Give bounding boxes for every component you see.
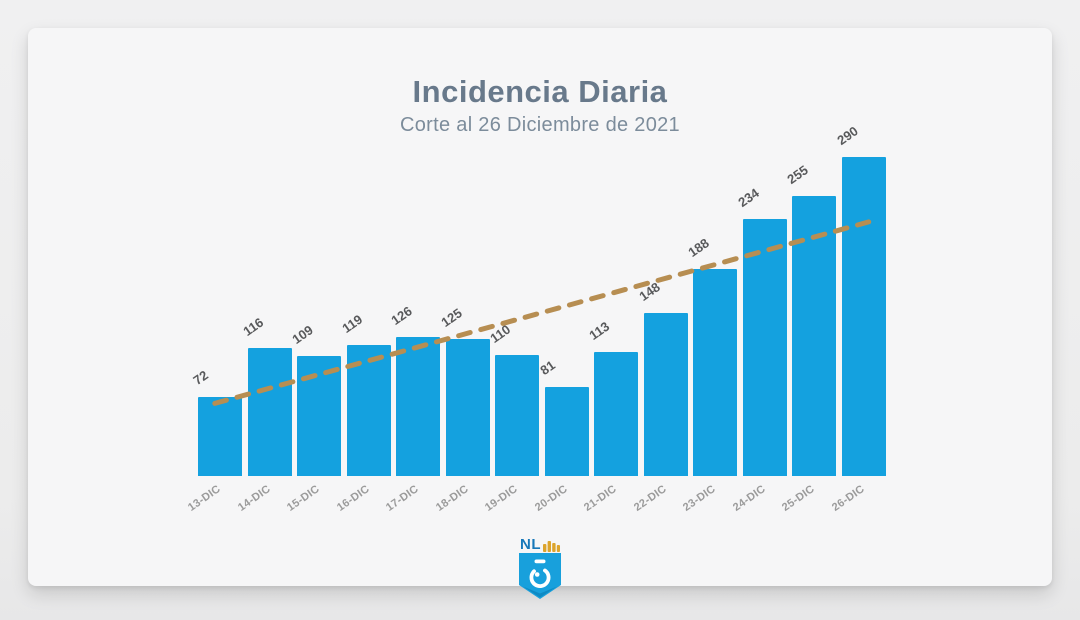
chart-subtitle: Corte al 26 Diciembre de 2021	[400, 114, 680, 136]
x-axis-label: 21-DIC	[582, 482, 619, 514]
plot-area: 72 116 109 119 126 125 110 81 113 148 188 234 255 290	[190, 123, 890, 476]
x-axis-label: 18-DIC	[433, 482, 471, 514]
nl-logo-header: NL	[520, 536, 560, 552]
x-axis-label: 26-DIC	[829, 482, 867, 514]
bar	[445, 338, 490, 476]
x-axis-label: 15-DIC	[285, 482, 322, 514]
bar	[841, 157, 886, 476]
x-axis-label: 25-DIC	[780, 482, 817, 514]
x-axis-label: 23-DIC	[681, 482, 718, 514]
x-axis-label: 22-DIC	[631, 482, 669, 514]
shield-icon	[519, 553, 561, 599]
x-axis-label: 14-DIC	[235, 482, 273, 514]
bar	[643, 313, 688, 476]
x-axis-label: 16-DIC	[334, 482, 372, 514]
nl-logo-text: NL	[520, 536, 541, 553]
bar	[495, 355, 539, 476]
bar-chart: 72 116 109 119 126 125 110 81 113 148 188 234 255 290…	[186, 123, 890, 546]
bar	[396, 337, 440, 476]
bar	[693, 269, 737, 476]
bar	[544, 386, 589, 476]
chart-title: Incidencia Diaria	[412, 74, 668, 109]
chart-card: Incidencia Diaria Corte al 26 Diciembre …	[28, 28, 1052, 599]
lion-icon	[529, 559, 551, 589]
x-axis-label: 19-DIC	[483, 482, 520, 514]
bar	[198, 396, 242, 476]
x-axis-label: 24-DIC	[730, 482, 768, 514]
crown-icon	[543, 541, 560, 552]
x-axis-label: 20-DIC	[532, 482, 570, 514]
bar	[247, 348, 292, 476]
x-axis-label: 13-DIC	[186, 482, 223, 514]
bar	[594, 351, 638, 476]
bar	[742, 218, 787, 476]
nl-logo: NL	[510, 536, 570, 600]
trend-line	[212, 219, 872, 406]
x-axis-label: 17-DIC	[384, 482, 421, 514]
